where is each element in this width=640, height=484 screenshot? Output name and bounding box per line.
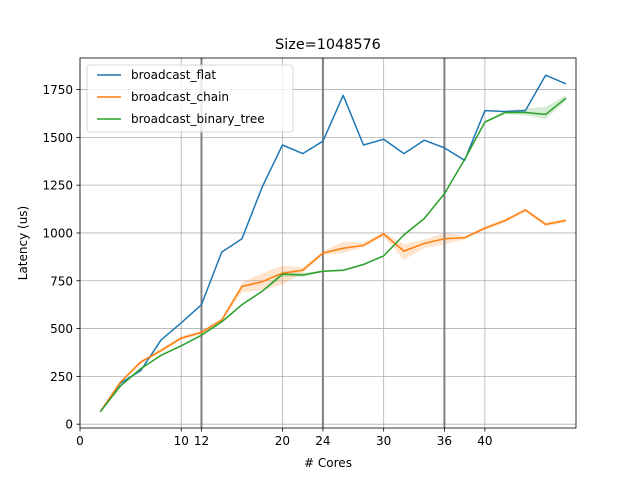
y-axis-label: Latency (us) (16, 206, 30, 280)
legend-label-broadcast-flat: broadcast_flat (131, 68, 216, 82)
x-axis-ticks: 0 10 12 20 24 30 36 40 (76, 428, 493, 448)
series-lines (99, 74, 567, 413)
series-line-broadcast-flat (99, 74, 567, 413)
x-tick-label: 12 (194, 434, 209, 448)
x-tick-label: 10 (174, 434, 189, 448)
legend-box (86, 64, 294, 133)
x-tick-label: 30 (376, 434, 391, 448)
y-tick-label: 1250 (42, 179, 73, 193)
y-tick-label: 1750 (42, 83, 73, 97)
x-tick-label: 36 (437, 434, 452, 448)
y-tick-label: 1000 (42, 226, 73, 240)
y-axis-ticks: 0 250 500 750 1000 1250 1500 1750 (42, 83, 80, 432)
series-line-broadcast-binary-tree (99, 97, 567, 413)
chart-title: Size=1048576 (275, 37, 381, 53)
y-tick-label: 500 (50, 322, 73, 336)
x-axis-label: # Cores (304, 456, 352, 470)
legend: broadcast_flat broadcast_chain broadcast… (86, 64, 294, 133)
legend-label-broadcast-binary-tree: broadcast_binary_tree (131, 112, 265, 126)
x-tick-label: 40 (477, 434, 492, 448)
y-tick-label: 1500 (42, 131, 73, 145)
y-tick-label: 250 (50, 370, 73, 384)
series-line-broadcast-chain (99, 209, 567, 413)
confidence-bands (100, 95, 566, 412)
x-tick-label: 20 (275, 434, 290, 448)
confidence-band-broadcast-chain (100, 208, 566, 412)
y-tick-label: 750 (50, 274, 73, 288)
y-tick-label: 0 (65, 418, 73, 432)
legend-label-broadcast-chain: broadcast_chain (131, 90, 229, 104)
plot-frame (79, 57, 577, 429)
x-tick-label: 0 (76, 434, 84, 448)
x-tick-label: 24 (315, 434, 330, 448)
